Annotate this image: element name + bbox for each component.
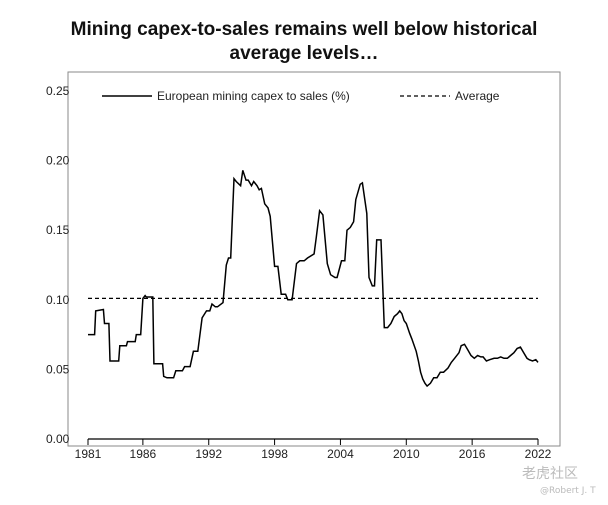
- x-tick-label: 2004: [327, 447, 354, 461]
- x-tick-label: 1998: [261, 447, 288, 461]
- title-line-1: Mining capex-to-sales remains well below…: [70, 19, 538, 40]
- watermark-logo: 老虎社区: [522, 466, 578, 482]
- watermark-user: @Robert J. T: [540, 486, 596, 496]
- chart-title: Mining capex-to-sales remains well below…: [0, 18, 608, 66]
- x-tick-label: 1986: [130, 447, 157, 461]
- legend-label-average: Average: [455, 89, 500, 103]
- x-tick-label: 2022: [525, 447, 552, 461]
- x-tick-label: 1981: [75, 447, 102, 461]
- x-tick-label: 2010: [393, 447, 420, 461]
- y-tick-label: 0.00: [46, 432, 70, 446]
- title-line-2: average levels…: [229, 43, 379, 64]
- x-tick-label: 1992: [195, 447, 222, 461]
- plot-frame: [67, 71, 561, 447]
- y-tick-label: 0.10: [46, 293, 70, 307]
- y-tick-label: 0.20: [46, 154, 70, 168]
- y-tick-label: 0.05: [46, 362, 70, 376]
- y-tick-label: 0.15: [46, 223, 70, 237]
- y-tick-label: 0.25: [46, 84, 70, 98]
- x-tick-label: 2016: [459, 447, 486, 461]
- capex-to-sales-line: [88, 170, 539, 388]
- legend-label-capex: European mining capex to sales (%): [157, 89, 350, 103]
